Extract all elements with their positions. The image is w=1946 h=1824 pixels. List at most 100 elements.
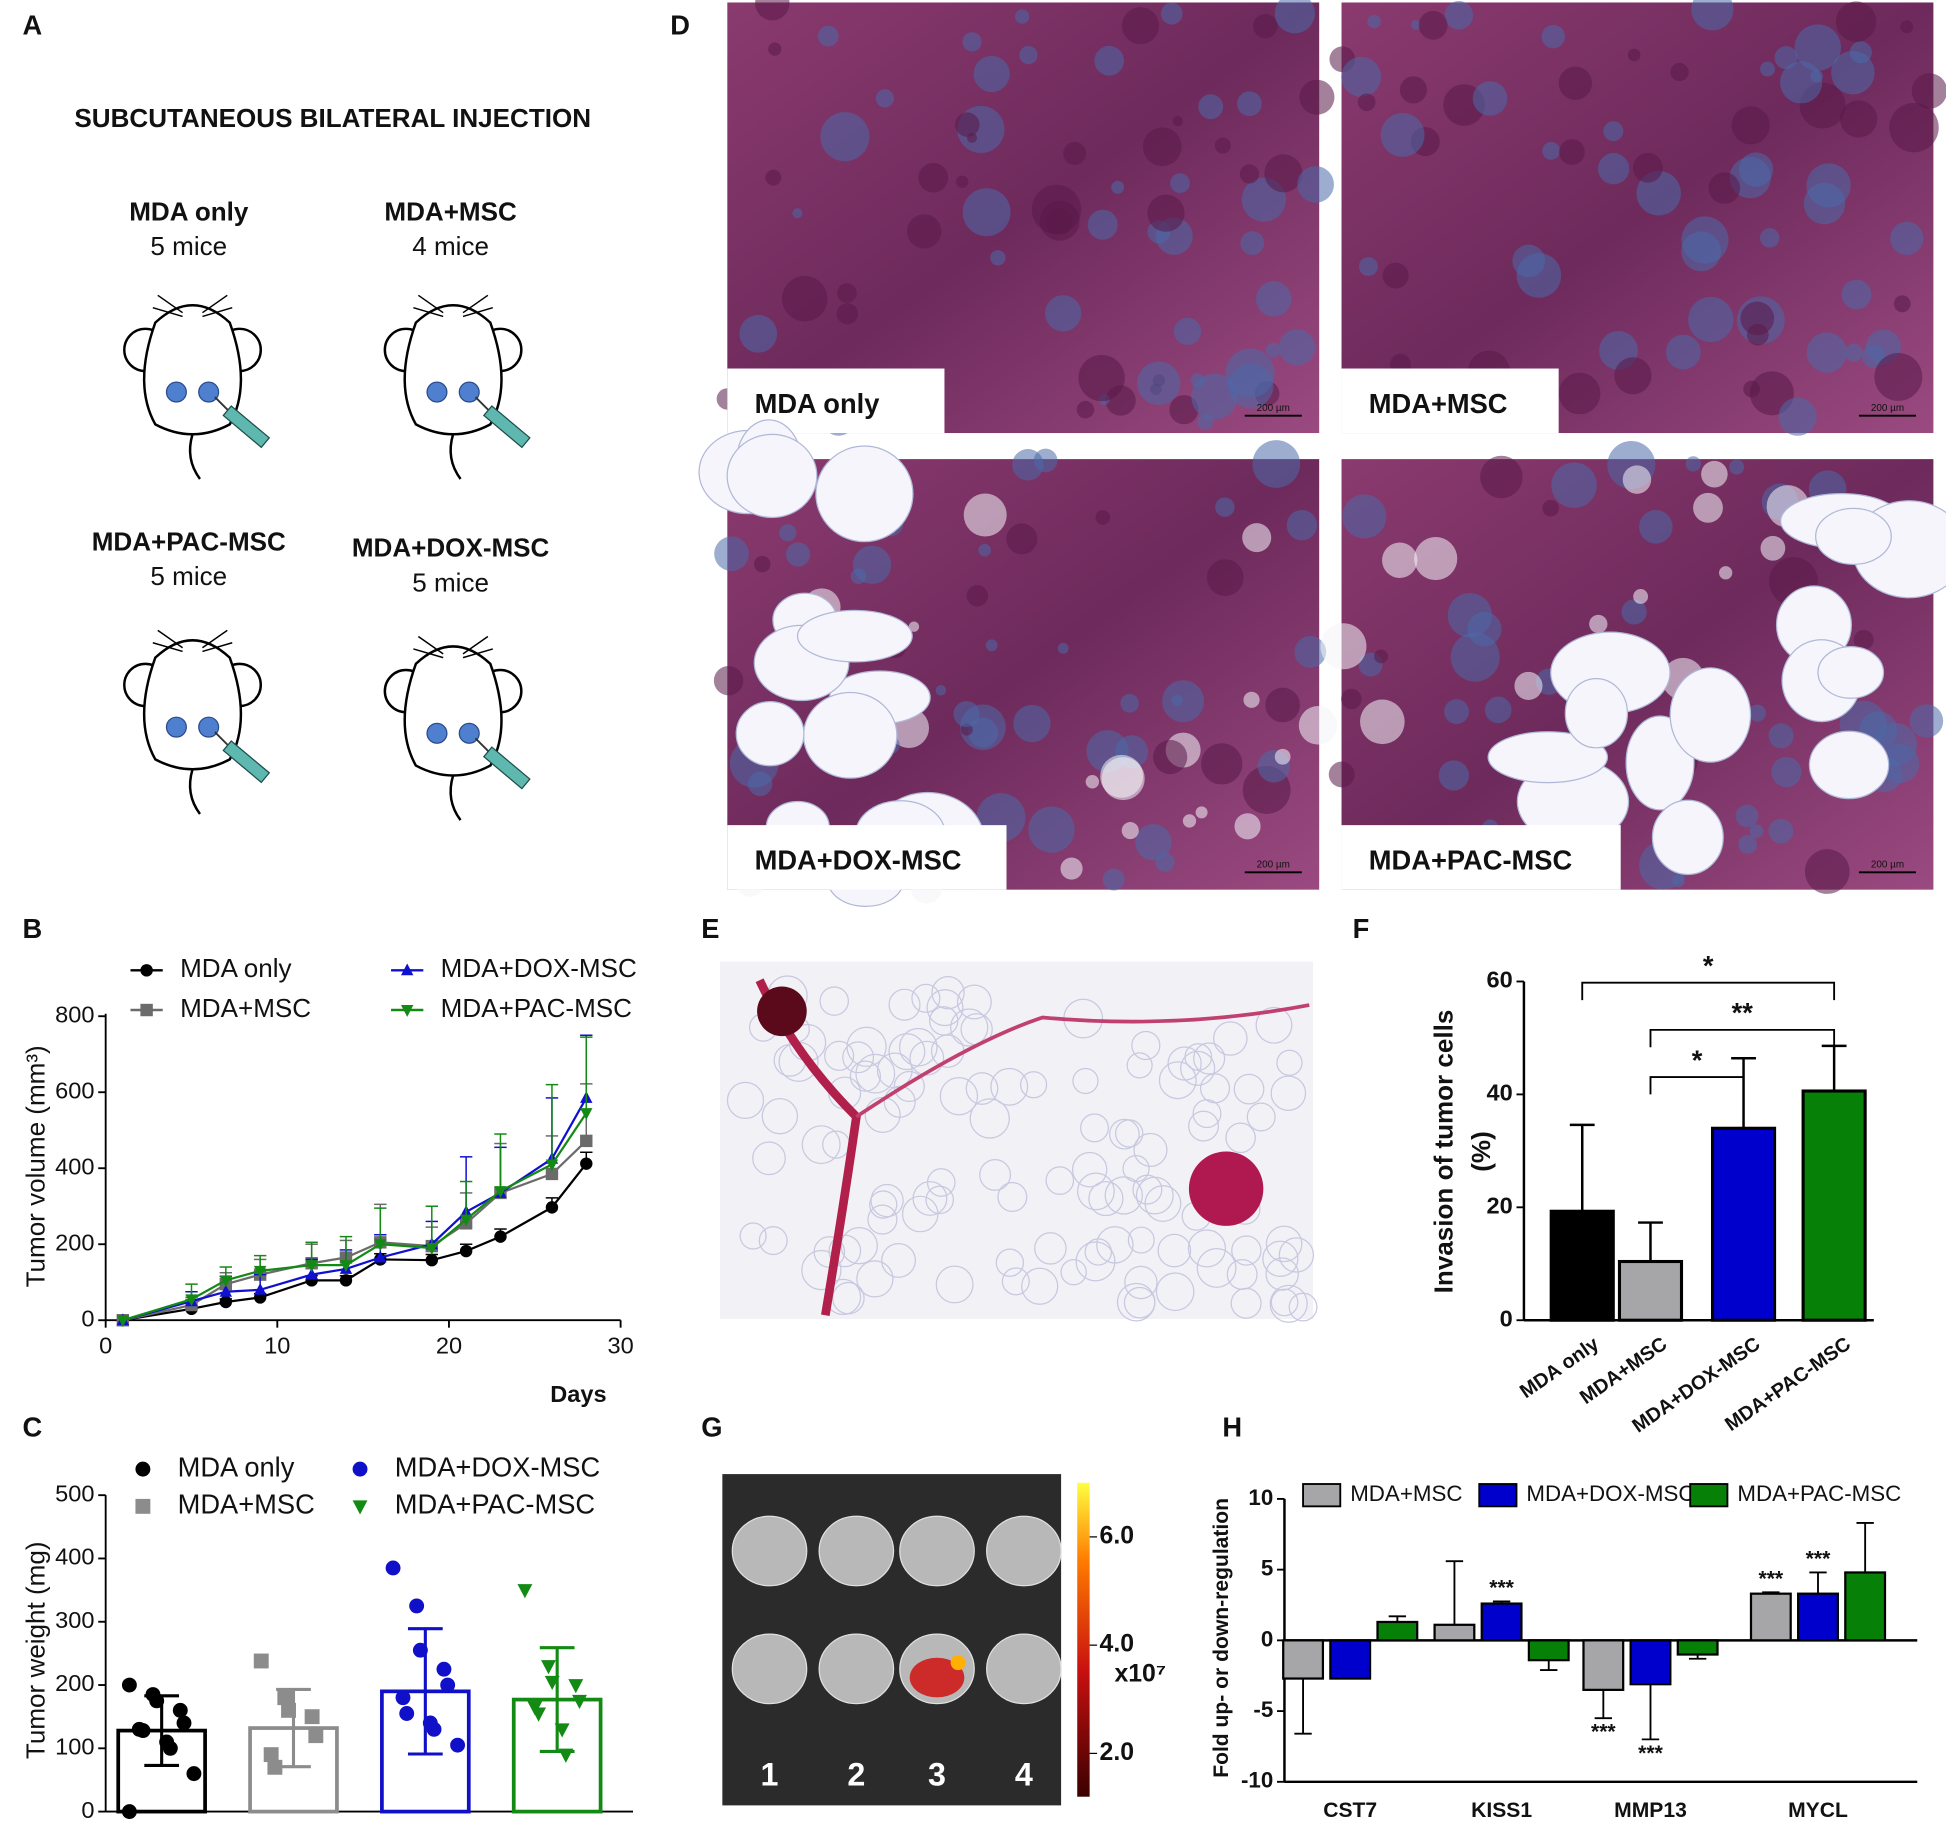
legend-label: MDA+MSC [178,1489,315,1520]
histology-label: MDA only [755,388,881,419]
mouse-tail [188,768,201,815]
whisker [417,635,444,655]
adipose-texture [997,1181,1028,1212]
bar [1797,1592,1839,1642]
lung [818,1633,895,1705]
tissue-texture [1768,723,1794,749]
adipose-texture [1193,1042,1226,1075]
marker [308,1728,324,1744]
adipose-texture [856,1260,894,1298]
tissue-texture [1738,835,1758,854]
group-name: MDA+DOX-MSC [352,533,550,563]
legend-label: MDA+DOX-MSC [1526,1481,1694,1506]
tissue-texture [1087,209,1118,240]
tissue-texture [918,162,949,193]
adipose-texture [1104,1176,1143,1215]
significance-label: *** [1489,1577,1514,1600]
marker [459,1214,473,1227]
label-box [727,825,1007,890]
y-tick-label: 0 [1261,1626,1273,1651]
bar [1801,1089,1867,1322]
y-axis-label: Tumor volume (mm³) [20,1045,50,1287]
tissue-texture [1299,79,1335,115]
adipose-texture [1131,1030,1161,1061]
tumor-cluster [1188,1151,1264,1226]
tissue-texture [1191,373,1238,420]
marker [219,1284,233,1297]
label-box [1341,368,1559,434]
adipose-texture [911,983,941,1013]
whisker [152,307,183,318]
tissue-texture [966,585,989,607]
y-axis-label: (%) [1466,1131,1496,1172]
tissue-texture [1155,852,1175,873]
x-axis-label: Days [550,1381,606,1407]
mouse-tail [449,775,462,821]
tissue-texture [836,303,859,325]
y-axis-label: Fold up- or down-regulation [1210,1498,1233,1778]
marker [253,1653,269,1669]
tissue-texture [955,112,980,137]
marker [121,1804,137,1820]
x-tick-label: KISS1 [1471,1799,1532,1822]
tissue-texture [1418,10,1448,40]
y-tick-label: 10 [1248,1485,1273,1510]
series-line [122,1097,588,1322]
adipose-texture [1270,1288,1299,1317]
tissue-texture [1242,523,1272,553]
y-tick-label: 400 [55,1544,94,1570]
group-count: 4 mice [412,231,489,261]
adipose-texture [1071,1151,1108,1188]
adipose-texture [898,1027,938,1067]
marker [409,1598,425,1614]
marker [412,1642,428,1658]
tissue-texture [1121,822,1139,840]
bar [1629,1639,1672,1686]
tissue-texture [820,112,870,162]
significance-label: *** [1638,1742,1663,1765]
tissue-texture [1328,761,1355,788]
adipose-texture [1225,1122,1256,1154]
adipose-texture [1034,1232,1067,1265]
colorbar-unit: x10⁷ [1114,1661,1166,1688]
adipose-texture [1196,1248,1237,1288]
tissue-texture [1160,2,1183,25]
marker [426,1721,442,1737]
tissue-texture [1621,599,1647,625]
marker [494,1186,507,1198]
y-tick-label: 100 [55,1734,94,1760]
bar [1617,1259,1684,1322]
tissue-texture [1774,46,1798,70]
tissue-texture [966,132,978,143]
adipose-texture [1123,1286,1156,1319]
tissue-texture [1731,106,1770,145]
group-name: MDA only [129,196,249,226]
tissue-texture [1693,492,1723,523]
marker [541,1660,556,1675]
tissue-texture [1589,614,1608,634]
marker [554,1723,570,1738]
tissue-texture [1514,671,1543,700]
bar [1376,1620,1419,1642]
tissue-texture [1614,357,1652,395]
whisker [417,294,444,314]
whisker [413,307,444,318]
tissue-texture [1006,523,1038,555]
tissue-texture [1274,0,1315,34]
marker [440,1677,456,1693]
adipose-texture [1155,1272,1195,1312]
adipose-texture [1077,1172,1115,1211]
scale-bar-label: 200 µm [1257,403,1290,414]
whisker [202,307,233,318]
mouse-tail [449,433,462,480]
marker [116,1315,130,1328]
tissue-texture [1890,221,1924,256]
adipose-texture [926,989,964,1027]
tissue-texture [956,175,969,188]
tissue-texture [1253,13,1278,39]
tissue-texture [1597,153,1630,185]
tissue-texture [1013,704,1051,743]
tissue-texture [1094,45,1125,76]
histology-label: MDA+DOX-MSC [755,845,962,876]
marker [267,1759,283,1775]
